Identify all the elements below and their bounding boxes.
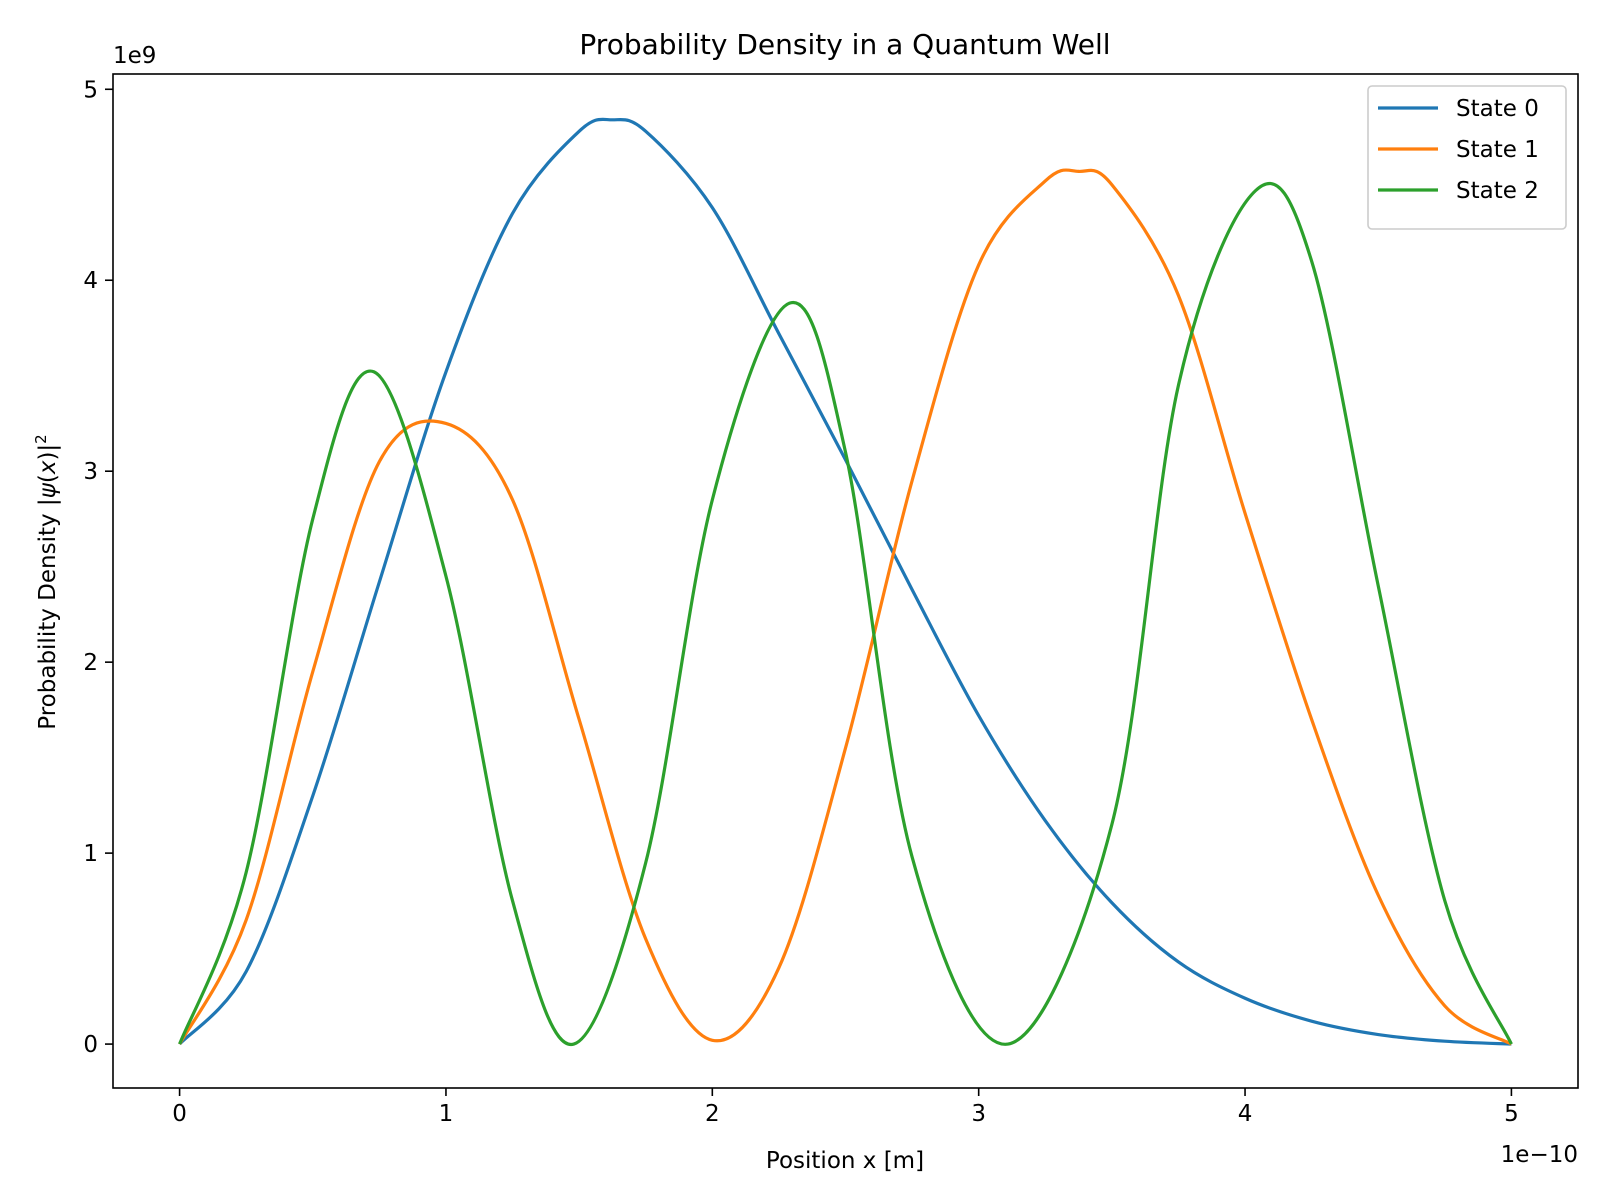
- y-tick-label: 1: [83, 841, 98, 867]
- y-axis: 0 1 2 3 4 5: [83, 77, 113, 1058]
- y-tick-label: 4: [83, 268, 98, 294]
- y-axis-label-close: )|: [35, 444, 61, 461]
- y-axis-label-psi: ψ: [35, 482, 61, 498]
- plot-area: [178, 117, 1513, 1046]
- y-offset-label: 1e9: [113, 43, 156, 69]
- legend-box: [1367, 85, 1567, 230]
- x-tick-label: 5: [1504, 1101, 1519, 1127]
- axes-frame: [112, 73, 1579, 1089]
- y-axis-label-sup: 2: [32, 434, 50, 444]
- x-offset-label: 1e−10: [1501, 1142, 1578, 1168]
- y-tick-label: 5: [83, 77, 98, 103]
- series-line-state-2: [178, 181, 1513, 1046]
- legend-label-state-1: State 1: [1456, 137, 1539, 163]
- series-line-state-1: [178, 168, 1513, 1046]
- y-axis-label-main: Probability Density |: [35, 498, 61, 729]
- x-tick-label: 2: [705, 1101, 720, 1127]
- x-tick-label: 0: [172, 1101, 187, 1127]
- series-line-state-0: [178, 117, 1512, 1046]
- y-axis-label-paren: (: [35, 474, 61, 483]
- x-tick-label: 4: [1238, 1101, 1253, 1127]
- x-axis: 0 1 2 3 4 5: [172, 1088, 1519, 1127]
- legend-label-state-0: State 0: [1456, 96, 1539, 122]
- x-axis-label: Position x [m]: [766, 1148, 924, 1174]
- x-tick-label: 1: [439, 1101, 454, 1127]
- x-tick-label: 3: [971, 1101, 986, 1127]
- legend: State 0 State 1 State 2: [1367, 85, 1567, 230]
- y-axis-label: Probability Density |ψ(x)|2: [32, 434, 61, 729]
- y-tick-label: 3: [83, 459, 98, 485]
- y-tick-label: 2: [83, 650, 98, 676]
- legend-label-state-2: State 2: [1456, 178, 1539, 204]
- y-tick-label: 0: [83, 1032, 98, 1058]
- chart-title: Probability Density in a Quantum Well: [579, 28, 1110, 61]
- y-axis-label-x: x: [35, 460, 61, 475]
